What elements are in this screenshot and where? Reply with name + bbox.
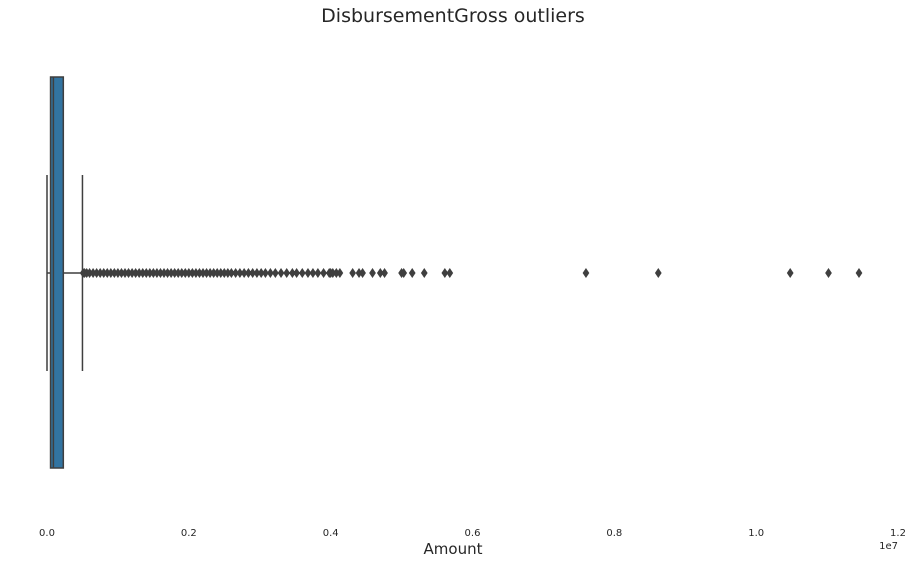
outlier-point xyxy=(271,267,279,279)
chart-title: DisbursementGross outliers xyxy=(321,5,585,27)
outlier-point xyxy=(381,267,388,279)
outlier-point xyxy=(825,267,832,279)
outlier-point xyxy=(298,267,306,279)
outlier-point xyxy=(262,267,269,279)
outlier-point xyxy=(420,267,428,279)
outlier-point xyxy=(349,267,357,279)
outlier-point xyxy=(283,267,291,279)
iqr-box xyxy=(49,76,65,469)
outlier-point xyxy=(320,267,327,279)
outlier-point xyxy=(293,267,300,279)
x-axis-label: Amount xyxy=(424,540,483,558)
outlier-point xyxy=(408,267,416,279)
x-tick-label: 0.6 xyxy=(465,528,481,539)
outlier-point xyxy=(369,267,376,279)
outlier-point xyxy=(359,267,366,279)
x-scale-offset: 1e7 xyxy=(879,541,898,552)
outlier-point xyxy=(855,267,863,279)
outlier-point xyxy=(400,267,408,279)
x-tick-label: 0.0 xyxy=(39,528,55,539)
outlier-point xyxy=(304,267,312,279)
outlier-point xyxy=(786,267,794,279)
outlier-point xyxy=(582,267,590,279)
x-tick-label: 0.2 xyxy=(181,528,197,539)
outlier-point xyxy=(446,267,454,279)
outliers xyxy=(79,267,863,279)
outlier-point xyxy=(654,267,662,279)
x-tick-label: 0.4 xyxy=(323,528,339,539)
x-axis: 0.0 0.2 0.4 0.6 0.8 1.0 1.2 xyxy=(39,528,906,539)
outlier-point xyxy=(314,267,322,279)
outlier-point xyxy=(441,267,449,279)
box-group xyxy=(49,76,65,469)
x-tick-label: 1.2 xyxy=(890,528,906,539)
outlier-point xyxy=(309,267,317,279)
outlier-point xyxy=(267,267,274,279)
x-tick-label: 1.0 xyxy=(748,528,764,539)
outlier-point xyxy=(277,267,285,279)
outlier-point xyxy=(336,267,344,279)
x-tick-label: 0.8 xyxy=(606,528,622,539)
